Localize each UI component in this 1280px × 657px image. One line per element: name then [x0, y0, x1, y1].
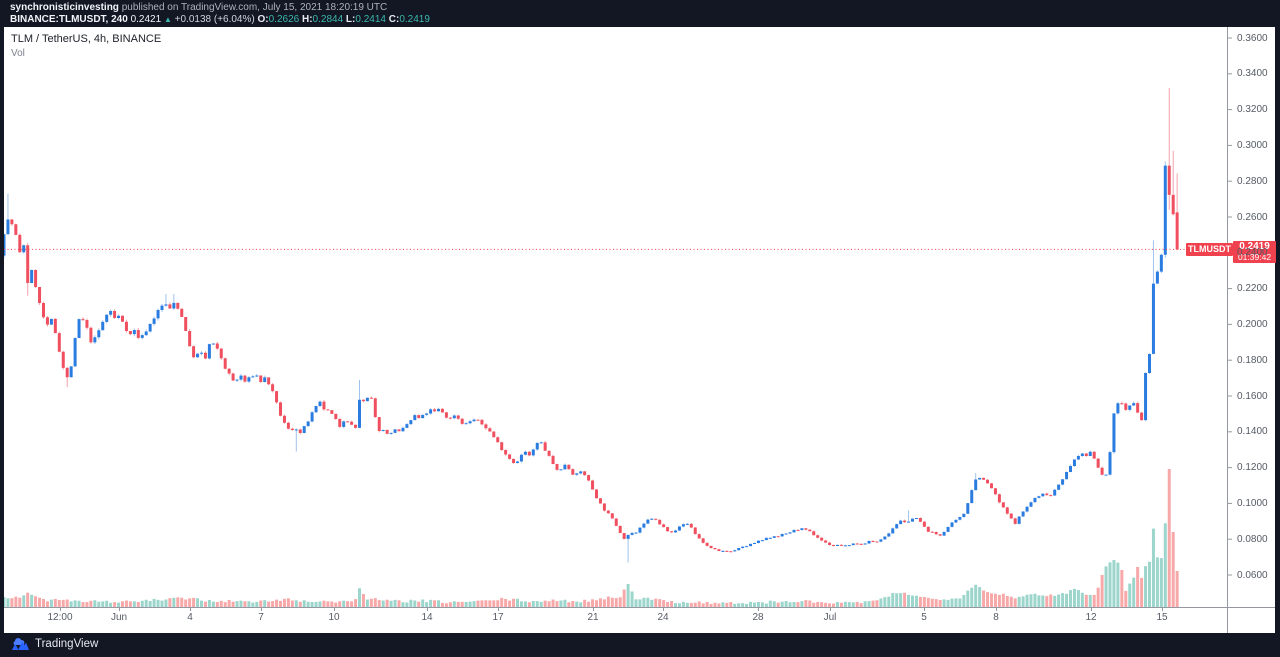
open-label: O:: [257, 14, 269, 25]
price-tick-label: 0.1600: [1237, 390, 1268, 402]
high-label: H:: [301, 14, 313, 25]
candle-bodies-down: [10, 165, 1179, 553]
price-tick-label: 0.3600: [1237, 32, 1268, 44]
time-tick-label: 7: [258, 612, 264, 623]
symbol-resolution: BINANCE:TLMUSDT, 240: [10, 14, 128, 25]
time-tick-label: 12: [1085, 612, 1097, 623]
author-name: synchronisticinvesting: [10, 2, 119, 13]
volume-bars-down: [10, 469, 1179, 607]
price-tick-label: 0.3200: [1237, 104, 1268, 116]
time-axis[interactable]: [4, 607, 1275, 633]
low-value: 0.2414: [355, 14, 386, 25]
price-tick-label: 0.1200: [1237, 462, 1268, 474]
high-value: 0.2844: [312, 14, 344, 25]
time-tick-label: 17: [492, 612, 504, 623]
time-tick-label: 8: [993, 612, 999, 623]
time-tick-label: 15: [1156, 612, 1168, 623]
time-tick-label: 21: [587, 612, 599, 623]
publish-bar: synchronisticinvesting published on Trad…: [0, 0, 1280, 27]
time-tick-label: Jul: [823, 612, 837, 623]
price-tick-label: 0.2200: [1237, 283, 1268, 295]
time-tick-label: 14: [421, 612, 433, 623]
last-price-value: 0.2419: [1239, 241, 1270, 253]
up-triangle-icon: ▲: [163, 15, 172, 24]
low-label: L:: [345, 14, 356, 25]
price-tick-label: 0.2600: [1237, 211, 1268, 223]
quote-last-price: 0.2421: [130, 14, 162, 25]
time-tick-label: 5: [921, 612, 927, 623]
open-value: 0.2626: [268, 14, 300, 25]
price-change: +0.0138 (+6.04%): [174, 14, 255, 25]
tradingview-link[interactable]: TradingView: [10, 637, 98, 651]
footer-bar: TradingView: [0, 633, 1280, 657]
time-tick-label: Jun: [110, 612, 128, 623]
price-tick-label: 0.2400: [1237, 247, 1268, 259]
last-price-tag: 0.2419 01:39:42: [1233, 241, 1276, 264]
price-tick-label: 0.1800: [1237, 354, 1268, 366]
close-value: 0.2419: [399, 14, 430, 25]
publish-info: published on TradingView.com, July 15, 2…: [118, 2, 388, 13]
quote-line: BINANCE:TLMUSDT, 240 0.2421 ▲ +0.0138 (+…: [10, 14, 430, 25]
price-tick-label: 0.0600: [1237, 569, 1268, 581]
price-tick-label: 0.3400: [1237, 68, 1268, 80]
chart-panel: TLM / TetherUS, 4h, BINANCE Vol TLMUSDT …: [4, 27, 1276, 633]
time-tick-label: 24: [657, 612, 669, 623]
candle-wicks-up: [4, 161, 1166, 563]
candle-bodies-up: [4, 165, 1167, 552]
bar-countdown: 01:39:42: [1237, 252, 1272, 263]
time-tick-label: 10: [328, 612, 340, 623]
chart-title: TLM / TetherUS, 4h, BINANCE: [11, 33, 162, 45]
price-tick-label: 0.2000: [1237, 318, 1268, 330]
close-label: C:: [388, 14, 400, 25]
volume-indicator-label: Vol: [11, 48, 25, 59]
price-tick-label: 0.1000: [1237, 497, 1268, 509]
time-tick-label: 28: [752, 612, 764, 623]
tradingview-brand-text: TradingView: [35, 638, 99, 650]
last-price-symbol-tag: TLMUSDT: [1186, 242, 1233, 256]
time-tick-label: 12:00: [47, 612, 73, 623]
price-tick-label: 0.2800: [1237, 175, 1268, 187]
price-chart-canvas[interactable]: [4, 27, 1275, 633]
price-tick-label: 0.1400: [1237, 426, 1268, 438]
price-tick-label: 0.0800: [1237, 533, 1268, 545]
time-tick-label: 4: [187, 612, 193, 623]
tradingview-logo-icon: [12, 638, 29, 650]
price-tick-label: 0.3000: [1237, 139, 1268, 151]
publish-line: synchronisticinvesting published on Trad…: [10, 2, 387, 13]
